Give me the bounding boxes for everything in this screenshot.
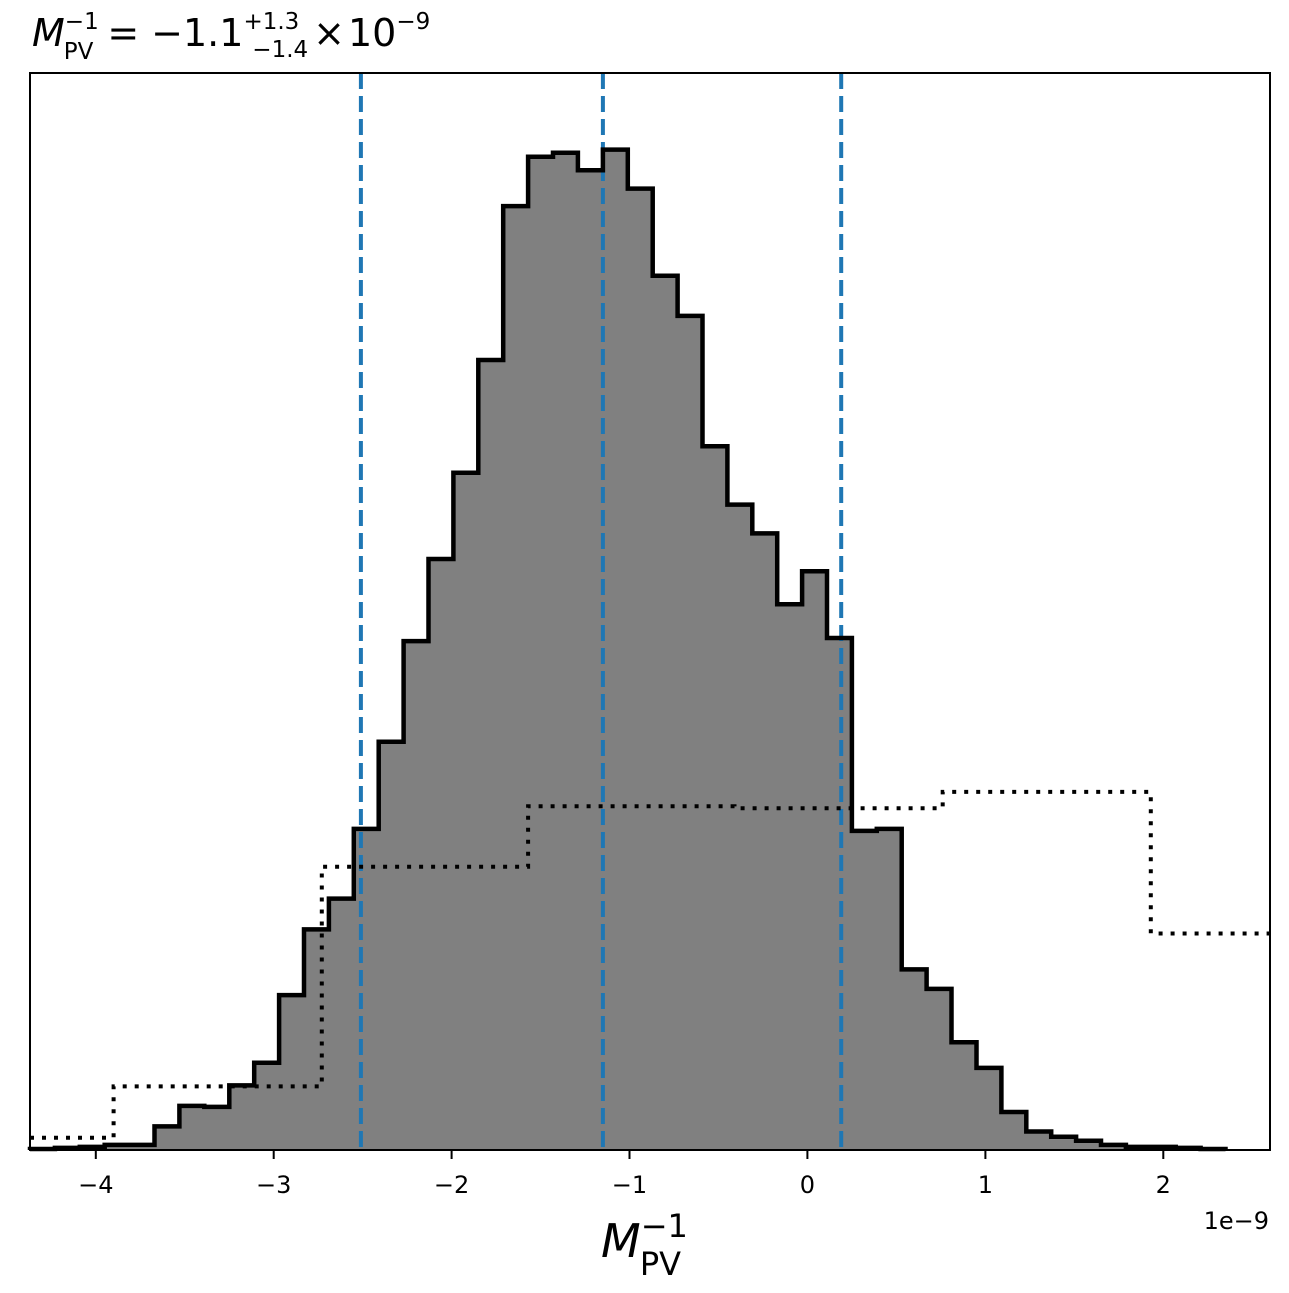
plot-area: [27, 73, 1270, 1152]
title-superscript: −1: [65, 9, 99, 35]
title-exponent: −9: [396, 9, 430, 35]
prior-histogram-step: [30, 789, 1270, 1140]
x-axis-ticks: −4 −3 −2 −1 0 1 2: [78, 1150, 1171, 1199]
title-median: −1.1: [151, 11, 243, 55]
title-upper: +1.3: [243, 9, 299, 35]
axes-frame: [29, 72, 1271, 1151]
chart-title: M−1 PV = −1.1+1.3 −1.4 ×10−9: [32, 9, 430, 65]
xlabel-symbol: M: [601, 1214, 641, 1268]
title-subscript: PV: [64, 39, 94, 65]
xlabel-superscript: −1: [641, 1207, 688, 1245]
x-tick-label: −2: [434, 1171, 469, 1199]
x-tick-label: −3: [256, 1171, 291, 1199]
quantile-lines: [358, 73, 844, 1150]
posterior-histogram-fill: [30, 149, 1226, 1151]
x-axis-offset-text: 1e−9: [1204, 1207, 1269, 1235]
posterior-histogram-step: [27, 147, 1228, 1152]
title-times: ×: [313, 11, 345, 55]
title-lower: −1.4: [252, 37, 308, 63]
x-tick-label: 0: [800, 1171, 815, 1199]
x-tick-label: −1: [612, 1171, 647, 1199]
xlabel-subscript: PV: [640, 1245, 681, 1283]
x-tick-label: 1: [978, 1171, 993, 1199]
title-symbol: M: [32, 11, 65, 55]
x-tick-label: −4: [78, 1171, 113, 1199]
x-tick-label: 2: [1156, 1171, 1171, 1199]
title-equals: =: [107, 11, 139, 55]
x-axis-label: M−1 PV: [601, 1207, 688, 1283]
title-base: 10: [348, 11, 396, 55]
